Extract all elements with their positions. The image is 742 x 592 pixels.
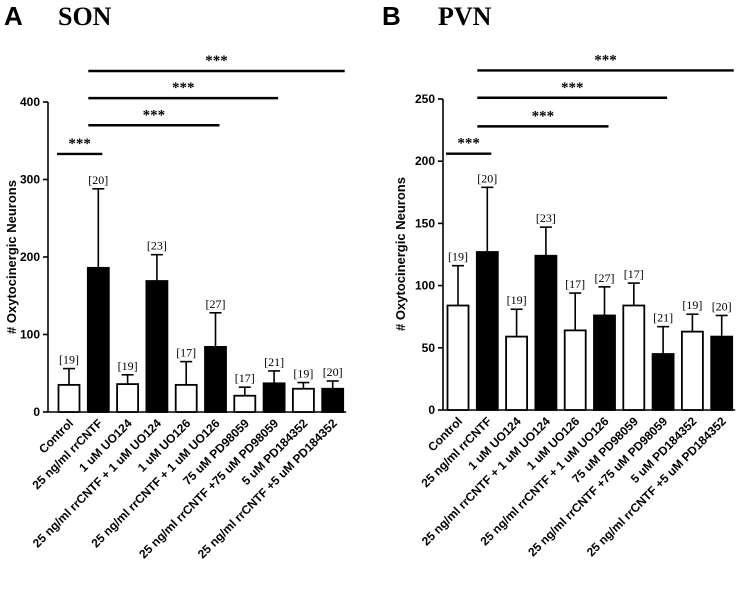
panel-a-significance-label: *** <box>172 80 195 96</box>
panel-a: A SON # Oxytocinergic Neurons 0 100 200 300 4… <box>4 1 347 561</box>
panel-b: B PVN # Oxytocinergic Neurons 0 50 100 150 20… <box>382 1 736 559</box>
panel-a-n-label: [21] <box>264 355 284 369</box>
panel-a-n-label: [20] <box>323 365 343 379</box>
panel-b-bar <box>563 329 587 411</box>
panel-b-n-label: [17] <box>624 267 644 281</box>
panel-a-n-label: [19] <box>59 353 79 367</box>
panel-a-significance-label: *** <box>205 53 228 69</box>
panel-a-bar <box>291 387 315 413</box>
panel-b-letter: B <box>382 1 401 31</box>
panel-b-y-tick-label: 50 <box>422 341 436 355</box>
panel-a-y-tick-label: 100 <box>20 328 40 342</box>
panel-a-bar <box>145 280 169 413</box>
panel-a-bar <box>262 382 286 413</box>
panel-b-y-tick-label: 100 <box>415 279 435 293</box>
panel-b-bar <box>534 254 558 411</box>
panel-a-bar <box>86 266 110 413</box>
panel-b-n-label: [19] <box>682 298 702 312</box>
panel-b-significance-label: *** <box>532 108 555 124</box>
panel-b-bar <box>446 304 470 411</box>
panel-a-title: SON <box>58 2 112 31</box>
panel-b-n-label: [19] <box>507 293 527 307</box>
panel-b-bar <box>681 330 704 411</box>
panel-b-bar <box>651 353 675 411</box>
panel-b-n-label: [17] <box>565 277 585 291</box>
panel-a-bar <box>57 383 81 413</box>
panel-a-significance-label: *** <box>68 136 91 152</box>
panel-b-n-label: [23] <box>536 211 556 225</box>
panel-b-y-tick-label: 150 <box>415 216 435 230</box>
panel-b-y-tick-label: 200 <box>415 154 435 168</box>
panel-b-significance-label: *** <box>561 80 584 96</box>
panel-a-n-label: [20] <box>88 173 108 187</box>
panel-a-bar <box>233 394 257 413</box>
panel-b-significance-label: *** <box>457 136 480 152</box>
panel-b-n-label: [21] <box>653 311 673 325</box>
panel-a-n-label: [27] <box>206 297 226 311</box>
panel-a-y-tick-label: 0 <box>33 405 40 419</box>
panel-b-bar <box>593 314 616 411</box>
panel-b-y-tick-label: 250 <box>415 92 435 106</box>
panel-a-y-tick-label: 400 <box>20 95 40 109</box>
panel-a-y-tick-label: 200 <box>20 250 40 264</box>
panel-b-n-label: [20] <box>712 299 732 313</box>
panel-a-bar <box>174 383 198 413</box>
panel-a-bar <box>116 383 139 413</box>
panel-a-letter: A <box>4 1 23 31</box>
panel-b-significance-label: *** <box>594 52 617 68</box>
panel-a-n-label: [17] <box>235 371 255 385</box>
panel-b-bar <box>710 335 734 411</box>
panel-b-bar <box>475 251 499 411</box>
panel-a-bar <box>204 345 227 413</box>
panel-b-y-axis-label: # Oxytocinergic Neurons <box>393 177 408 331</box>
panel-b-bar <box>505 335 529 411</box>
panel-b-bar <box>622 304 646 411</box>
panel-a-y-tick-label: 300 <box>20 173 40 187</box>
panel-a-n-label: [17] <box>176 346 196 360</box>
panel-a-bar <box>321 387 345 413</box>
panel-a-significance-label: *** <box>143 107 166 123</box>
panel-a-n-label: [19] <box>293 367 313 381</box>
panel-b-title: PVN <box>438 2 492 31</box>
panel-a-n-label: [23] <box>147 239 167 253</box>
panel-b-n-label: [20] <box>477 171 497 185</box>
panel-b-n-label: [27] <box>595 271 615 285</box>
panel-b-n-label: [19] <box>448 250 468 264</box>
panel-a-n-label: [19] <box>118 359 138 373</box>
panel-a-y-axis-label: # Oxytocinergic Neurons <box>4 180 19 334</box>
panel-b-y-tick-label: 0 <box>428 403 435 417</box>
